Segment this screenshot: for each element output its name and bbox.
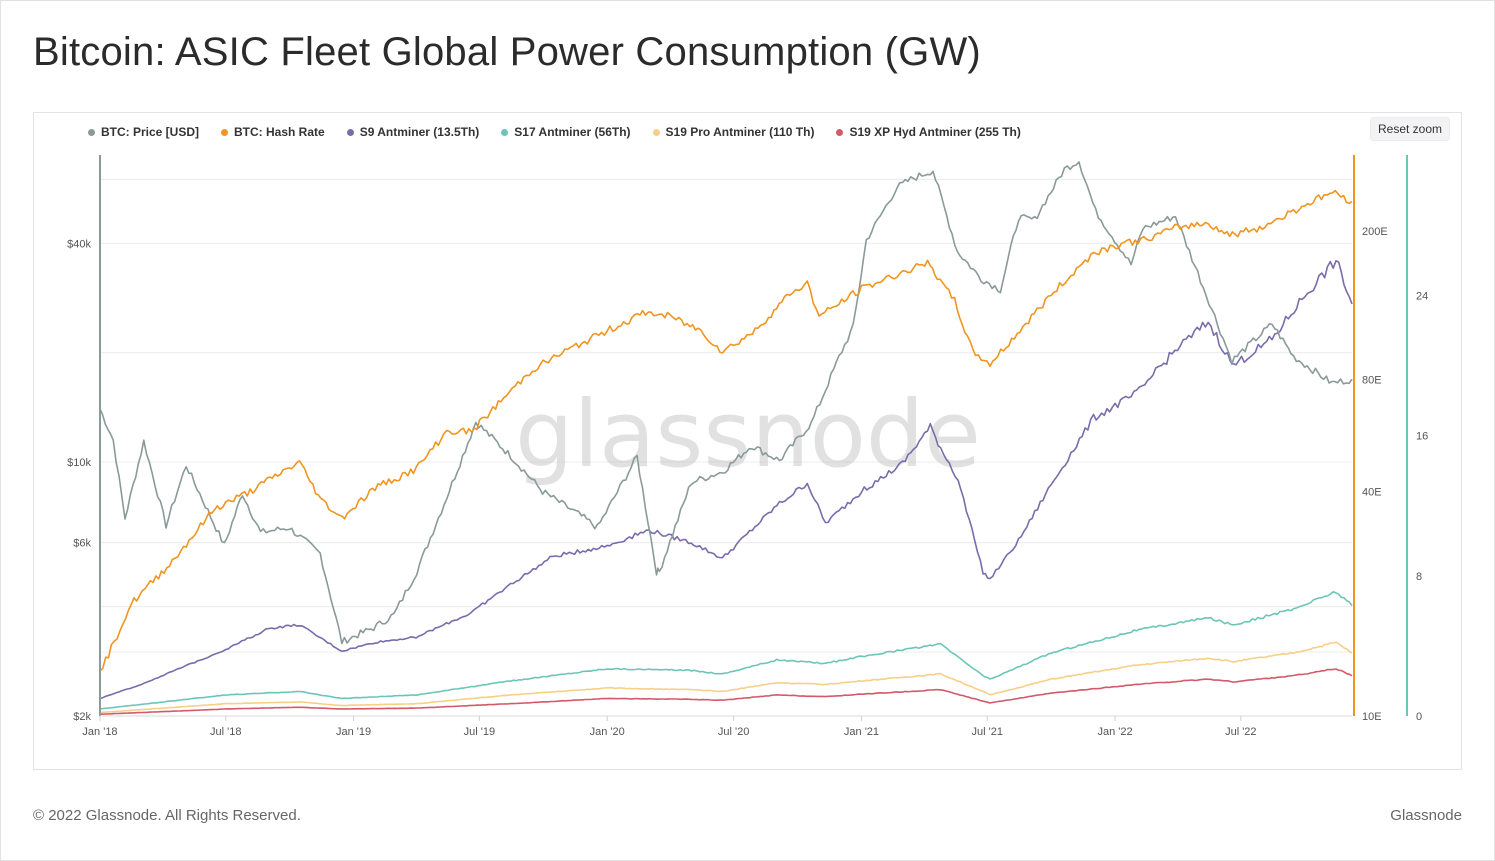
y-tick-label-price: $6k	[73, 538, 91, 550]
legend-label: S9 Antminer (13.5Th)	[359, 125, 480, 139]
legend-item[interactable]: S19 XP Hyd Antminer (255 Th)	[836, 125, 1021, 139]
footer-brand: Glassnode	[1390, 807, 1462, 824]
y-tick-label-hashrate: 40E	[1362, 487, 1382, 499]
page-title: Bitcoin: ASIC Fleet Global Power Consump…	[33, 30, 981, 74]
legend-item[interactable]: BTC: Price [USD]	[88, 125, 199, 139]
reset-zoom-button[interactable]: Reset zoom	[1370, 117, 1450, 141]
x-tick-label: Jan '22	[1098, 726, 1133, 738]
y-tick-label-hashrate: 200E	[1362, 226, 1388, 238]
legend-item[interactable]: S19 Pro Antminer (110 Th)	[652, 125, 815, 139]
series-line-s9-antminer-13-5th	[99, 259, 1353, 700]
y-tick-label-price: $10k	[67, 457, 91, 469]
legend-label: S19 XP Hyd Antminer (255 Th)	[849, 125, 1021, 139]
y-tick-label-power: 24	[1416, 290, 1428, 302]
series-layer	[99, 161, 1353, 715]
watermark-text: glassnode	[515, 381, 981, 488]
legend-swatch	[221, 128, 229, 136]
y-tick-label-power: 0	[1416, 711, 1422, 723]
legend-item[interactable]: S9 Antminer (13.5Th)	[346, 125, 480, 139]
legend: BTC: Price [USD] BTC: Hash Rate S9 Antmine…	[88, 125, 1021, 139]
x-tick-label: Jul '22	[1225, 726, 1256, 738]
x-tick-label: Jul '20	[718, 726, 749, 738]
series-line-btc-price-usd	[99, 161, 1353, 645]
x-tick-label: Jan '20	[590, 726, 625, 738]
legend-label: S17 Antminer (56Th)	[514, 125, 631, 139]
legend-swatch	[501, 128, 509, 136]
series-line-s19-xp-hyd-antminer-255-th	[99, 668, 1353, 715]
footer-copyright: © 2022 Glassnode. All Rights Reserved.	[33, 807, 301, 824]
x-tick-label: Jul '19	[464, 726, 495, 738]
y-tick-label-hashrate: 10E	[1362, 711, 1382, 723]
series-line-btc-hash-rate	[99, 189, 1353, 672]
series-line-s19-pro-antminer-110-th	[99, 641, 1353, 714]
legend-item[interactable]: S17 Antminer (56Th)	[501, 125, 631, 139]
series-line-s17-antminer-56th	[99, 590, 1353, 710]
legend-swatch	[836, 128, 844, 136]
legend-swatch	[652, 128, 660, 136]
legend-item[interactable]: BTC: Hash Rate	[221, 125, 325, 139]
y-tick-label-hashrate: 80E	[1362, 374, 1382, 386]
x-tick-label: Jan '18	[82, 726, 117, 738]
legend-swatch	[88, 128, 95, 136]
x-tick-label: Jul '21	[972, 726, 1003, 738]
legend-label: BTC: Price [USD]	[101, 125, 200, 139]
y-tick-label-power: 8	[1416, 571, 1422, 583]
y-tick-label-price: $40k	[67, 238, 91, 250]
x-tick-label: Jul '18	[210, 726, 241, 738]
axis-layer: $2k $6k $10k $40k 10E 40E 80E 200E 0 8 16 24 Jan '18…	[67, 155, 1428, 738]
legend-label: S19 Pro Antminer (110 Th)	[665, 125, 815, 139]
chart-frame	[33, 112, 1462, 770]
y-tick-label-power: 16	[1416, 431, 1428, 443]
legend-label: BTC: Hash Rate	[234, 125, 325, 139]
legend-swatch	[346, 128, 354, 136]
x-tick-label: Jan '21	[844, 726, 879, 738]
y-tick-label-price: $2k	[73, 711, 91, 723]
x-tick-label: Jan '19	[336, 726, 371, 738]
